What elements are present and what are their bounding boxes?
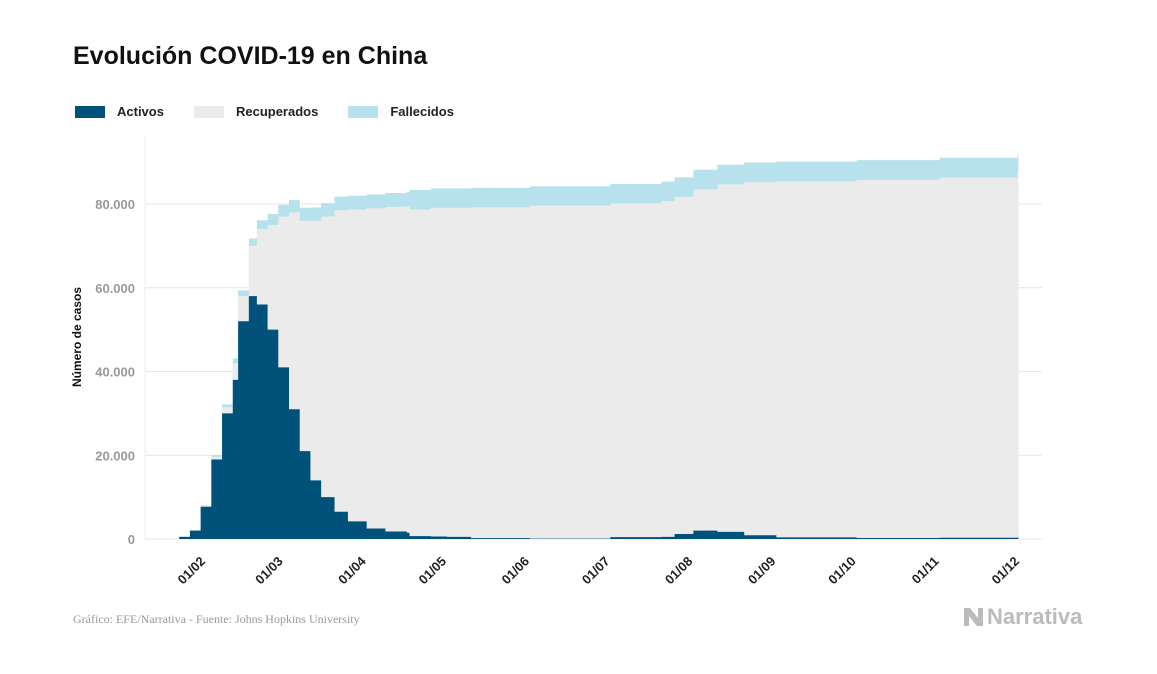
x-tick-label: 01/09 [745, 554, 779, 588]
x-tick-label: 01/05 [415, 554, 449, 588]
legend-label: Fallecidos [390, 104, 454, 119]
area-recuperados [179, 173, 1019, 539]
x-tick-label: 01/02 [175, 554, 209, 588]
x-tick-label: 01/07 [579, 554, 613, 588]
y-tick-label: 60.000 [95, 281, 135, 296]
x-tick-label: 01/12 [989, 554, 1023, 588]
x-tick-label: 01/03 [252, 554, 286, 588]
legend-label: Activos [117, 104, 164, 119]
legend-item-fallecidos: Fallecidos [348, 104, 454, 119]
legend-swatch [75, 105, 105, 118]
chart-title: Evolución COVID-19 en China [73, 42, 428, 70]
x-tick-label: 01/04 [335, 553, 369, 587]
y-tick-label: 20.000 [95, 448, 135, 463]
legend-swatch [348, 105, 379, 118]
x-tick-label: 01/06 [498, 554, 532, 588]
x-tick-label: 01/08 [662, 554, 696, 588]
narrativa-logo: Narrativa [963, 604, 1082, 630]
narrativa-logo-icon [964, 608, 983, 626]
y-axis-label: Número de casos [70, 287, 84, 387]
legend-item-recuperados: Recuperados [193, 104, 319, 119]
area-activos [179, 296, 1019, 539]
logo-text: Narrativa [987, 604, 1083, 629]
legend-swatch [193, 105, 224, 118]
y-tick-label: 80.000 [95, 197, 135, 212]
legend: Activos Recuperados Fallecidos [75, 104, 484, 119]
x-tick-label: 01/10 [825, 554, 859, 588]
y-tick-label: 40.000 [95, 365, 135, 380]
legend-item-activos: Activos [75, 104, 164, 119]
x-tick-label: 01/11 [909, 554, 942, 587]
y-tick-label: 0 [128, 532, 135, 547]
legend-label: Recuperados [235, 104, 319, 119]
source-footer: Gráfico: EFE/Narrativa - Fuente: Johns H… [73, 612, 360, 626]
